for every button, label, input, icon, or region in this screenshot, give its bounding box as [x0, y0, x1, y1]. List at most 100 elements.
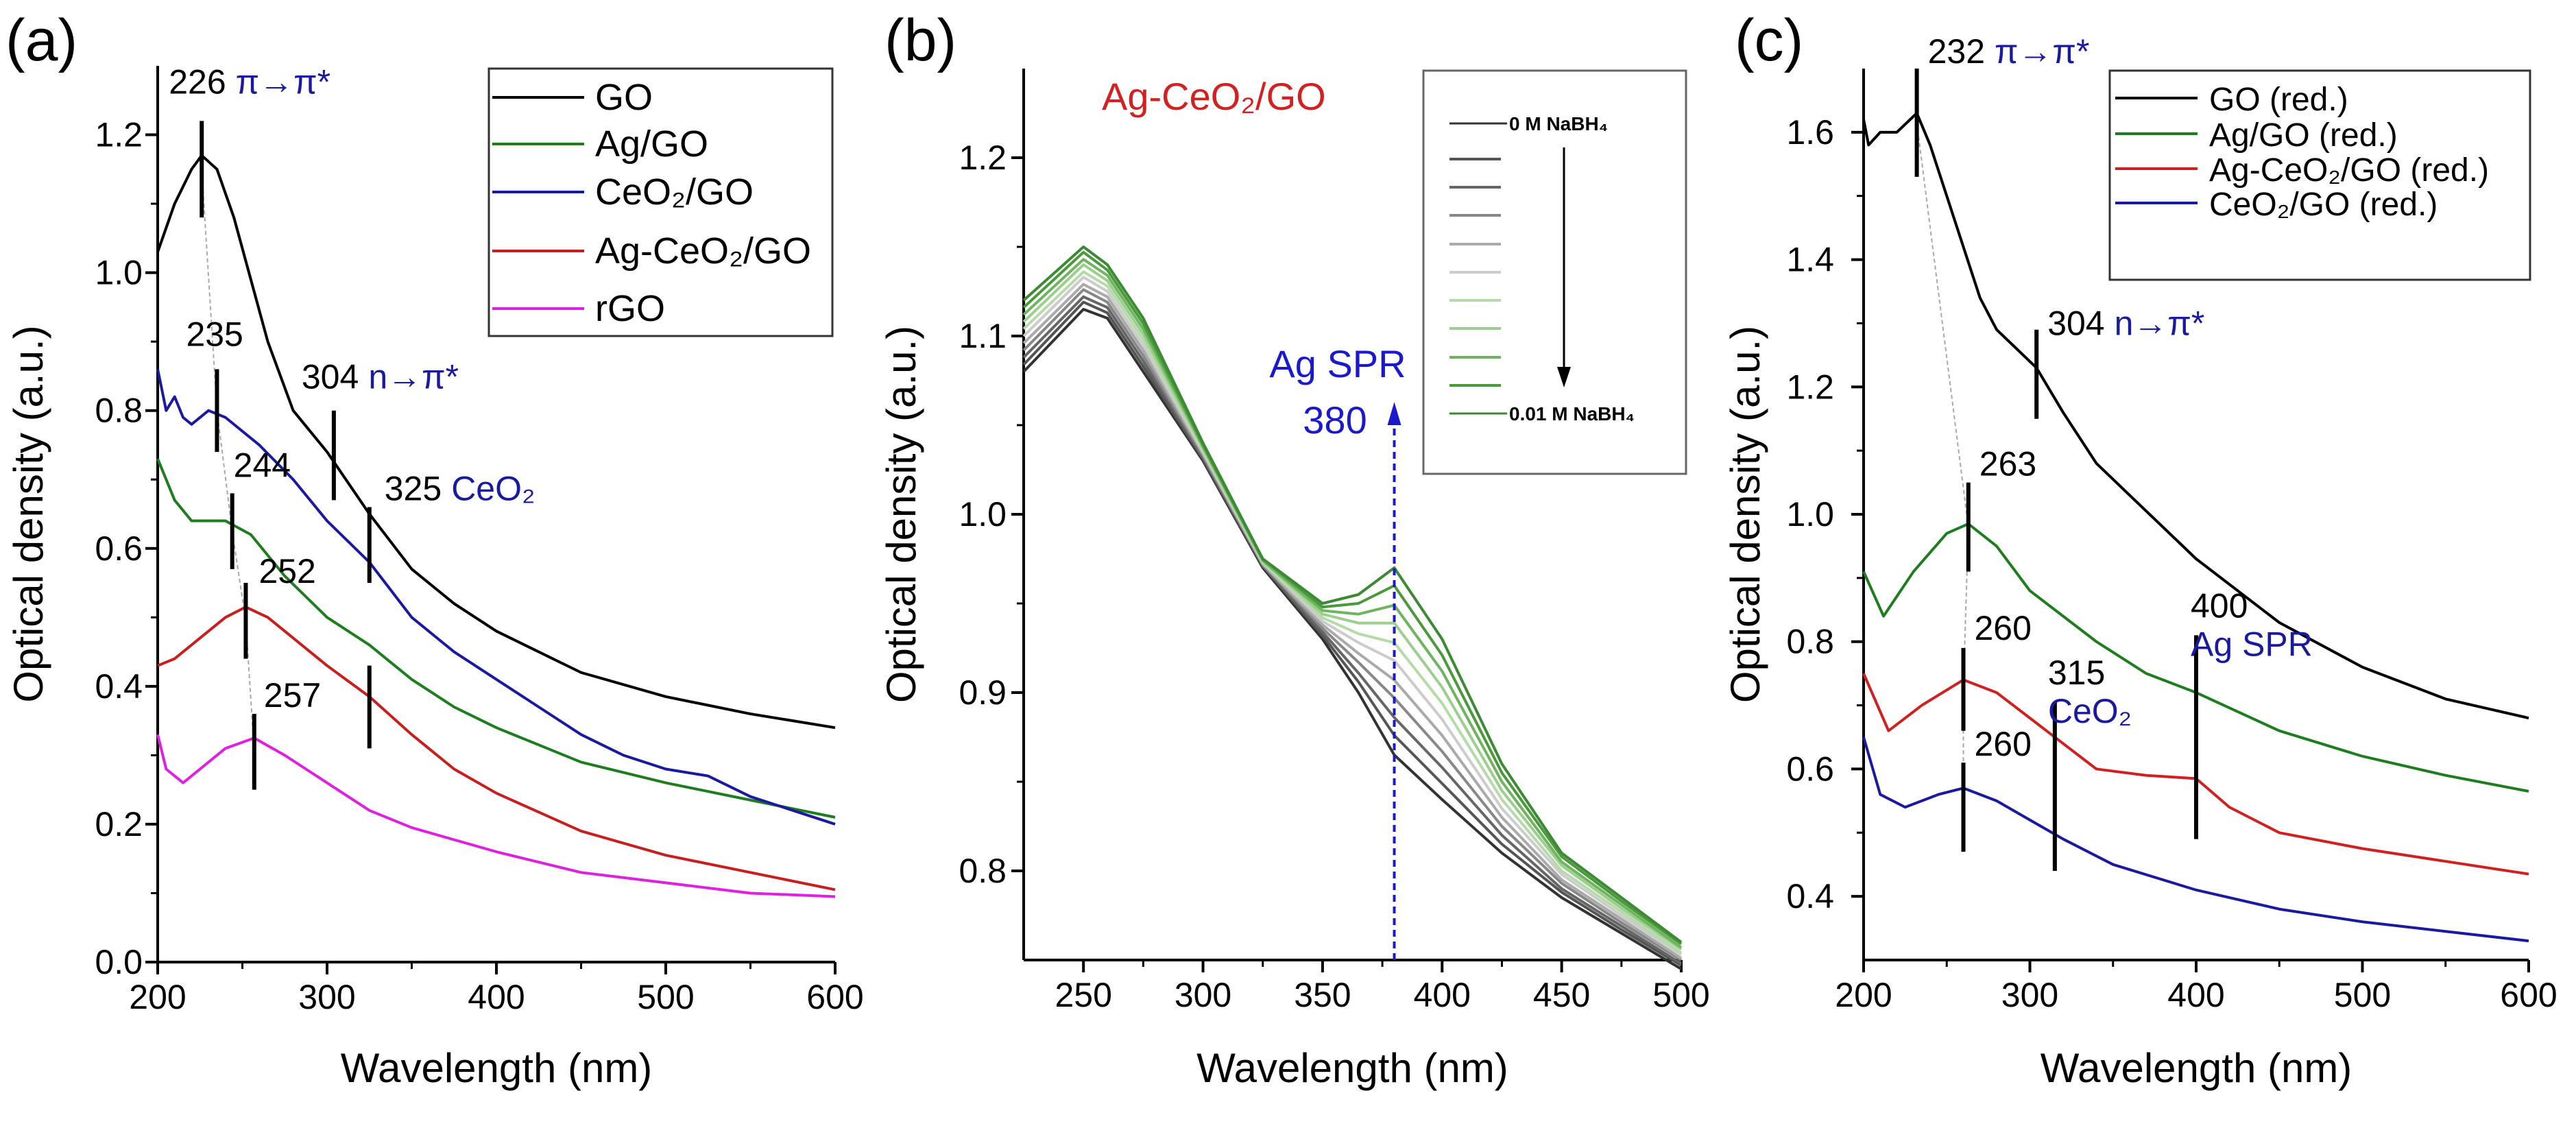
y-tick-label: 0.8 — [1786, 623, 1834, 661]
y-tick-label: 0.6 — [95, 529, 143, 568]
y-tick-label: 1.2 — [95, 116, 143, 154]
annotation-note: π→π* — [1995, 32, 2089, 71]
guide-line — [1916, 122, 1969, 808]
x-tick-label: 400 — [2167, 976, 2224, 1014]
legend-label: CeO₂/GO (red.) — [2209, 187, 2437, 223]
y-tick-label: 0.9 — [959, 673, 1007, 712]
annotation-note: CeO₂ — [451, 469, 535, 507]
panel-a: (a) 200 300 400 500 600 0.0 0.2 0.4 0.6 0.8 1.0 1.2 W… — [5, 8, 864, 1091]
y-tick-label: 1.0 — [959, 495, 1007, 533]
annotation-label: 244 — [234, 446, 291, 484]
series-line-6 — [1022, 270, 1683, 955]
annotation-note: Ag SPR — [2191, 625, 2313, 663]
series-line-1 — [156, 458, 836, 819]
legend-label: Ag-CeO₂/GO — [595, 230, 811, 272]
x-axis-title: Wavelength (nm) — [2041, 1045, 2352, 1091]
x-tick-label: 200 — [129, 978, 186, 1016]
annotation-label: 260 — [1975, 609, 2032, 647]
annotation-value: 235 — [186, 315, 243, 353]
series-line-0 — [1022, 308, 1683, 970]
annotation-value: 260 — [1975, 725, 2032, 763]
y-tick-label: 0.8 — [95, 392, 143, 430]
series-line-3 — [1862, 736, 2529, 943]
y-axis-title: Optical density (a.u.) — [878, 326, 924, 703]
x-tick-label: 400 — [1414, 976, 1471, 1014]
legend: GO Ag/GO CeO₂/GO Ag-CeO₂/GO rGO — [487, 67, 834, 337]
legend-label: Ag/GO (red.) — [2209, 117, 2398, 154]
annotation-label: 260 — [1975, 725, 2032, 763]
legend: GO (red.)Ag/GO (red.)Ag-CeO₂/GO (red.)Ce… — [2108, 69, 2531, 281]
annotation-label: 400 Ag SPR — [2191, 586, 2313, 663]
y-tick-label: 0.2 — [95, 805, 143, 843]
x-tick-label: 200 — [1835, 976, 1892, 1014]
annotation-note: n→π* — [368, 358, 459, 396]
legend-label: Ag/GO — [595, 123, 708, 165]
series-line-7 — [1022, 263, 1683, 951]
y-axis-title: Optical density (a.u.) — [1722, 326, 1768, 703]
annotation-value: 315 — [2048, 654, 2105, 692]
annotation-value: 257 — [264, 676, 321, 715]
x-tick-label: 450 — [1533, 976, 1590, 1014]
series-line-2 — [1022, 295, 1683, 965]
series-line-10 — [1022, 245, 1683, 944]
x-tick-label: 350 — [1294, 976, 1351, 1014]
annotation-value: 325 — [385, 469, 442, 507]
annotation-value: 304 — [2047, 304, 2104, 343]
x-tick-label: 300 — [1175, 976, 1231, 1014]
series-line-5 — [1022, 276, 1683, 956]
series-line-4 — [156, 734, 836, 898]
x-axis-title: Wavelength (nm) — [341, 1045, 653, 1091]
x-tick-label: 500 — [2334, 976, 2391, 1014]
annotation-label: 325 CeO₂ — [385, 469, 535, 507]
legend-box — [487, 67, 834, 337]
arrow-head-icon — [1387, 402, 1401, 425]
y-tick-label: 0.6 — [1786, 750, 1834, 788]
series-line-3 — [1022, 288, 1683, 961]
legend: 0 M NaBH₄ 0.01 M NaBH₄ — [1422, 69, 1687, 475]
x-tick-label: 250 — [1055, 976, 1111, 1014]
x-axis-title: Wavelength (nm) — [1196, 1045, 1508, 1091]
x-tick-label: 400 — [468, 978, 525, 1016]
annotation-label: 263 — [1979, 445, 2036, 483]
panel-label: (b) — [884, 8, 956, 73]
annotation-label: 304 n→π* — [2047, 304, 2204, 343]
series-line-4 — [1022, 283, 1683, 960]
series-line-8 — [1022, 258, 1683, 949]
panel-label: (a) — [5, 8, 77, 73]
y-tick-label: 0.4 — [95, 667, 143, 706]
legend-label: CeO₂/GO — [595, 171, 754, 213]
legend-label-first: 0 M NaBH₄ — [1509, 113, 1608, 134]
annotation-label: 257 — [264, 676, 321, 715]
annotation-value: 260 — [1975, 609, 2032, 647]
series-line-9 — [1022, 250, 1683, 946]
annotation-label: 315 CeO₂ — [2048, 654, 2132, 730]
x-tick-label: 500 — [637, 978, 694, 1016]
annotation-note: n→π* — [2115, 304, 2205, 343]
y-tick-label: 1.2 — [959, 139, 1007, 177]
guide-line — [201, 169, 255, 752]
annotation-value: 226 — [169, 62, 226, 101]
annotation-value: 304 — [302, 358, 359, 396]
annotation-note: π→π* — [236, 62, 330, 101]
x-tick-label: 300 — [2001, 976, 2058, 1014]
x-tick-label: 300 — [298, 978, 355, 1016]
series-line-3 — [157, 606, 836, 891]
annotation-value: 252 — [258, 552, 315, 590]
series-line-1 — [1862, 522, 2529, 793]
y-tick-label: 1.0 — [95, 254, 143, 292]
x-tick-label: 500 — [1652, 976, 1709, 1014]
panel-b: (b) 250 300 350 400 450 500 0.8 0.9 1.0 1.1 1.2 Wave… — [878, 8, 1710, 1091]
y-tick-label: 1.4 — [1786, 241, 1834, 279]
legend-label: rGO — [595, 288, 665, 329]
y-tick-label: 1.2 — [1786, 368, 1834, 406]
legend-label: GO — [595, 77, 653, 118]
annotation-label: 304 n→π* — [302, 358, 459, 396]
series-line-0 — [1862, 112, 2529, 720]
annotation-label: Ag SPR — [1269, 342, 1406, 385]
x-tick-label: 600 — [806, 978, 863, 1016]
x-tick-label: 600 — [2500, 976, 2557, 1014]
annotation-label: 380 — [1303, 398, 1367, 442]
y-tick-label: 0.0 — [95, 943, 143, 981]
panel-title: Ag-CeO₂/GO — [1102, 75, 1326, 118]
